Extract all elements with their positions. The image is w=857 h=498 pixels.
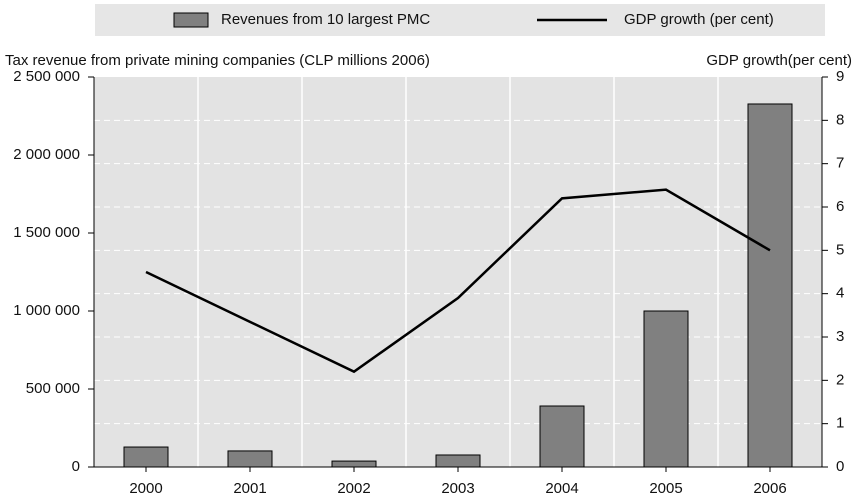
y-tick-label: 500 000	[26, 380, 80, 397]
y-tick-label: 0	[72, 458, 80, 475]
y2-tick-label: 6	[836, 198, 844, 215]
bar	[331, 460, 377, 468]
y2-tick-label: 3	[836, 328, 844, 345]
bar	[435, 454, 481, 468]
y-tick-label: 2 500 000	[13, 68, 80, 85]
x-tick-label: 2003	[441, 480, 474, 497]
legend-swatch	[173, 12, 209, 28]
y2-tick-label: 1	[836, 415, 844, 432]
x-tick-label: 2005	[649, 480, 682, 497]
y2-axis-title: GDP growth(per cent)	[706, 52, 852, 69]
y2-tick-label: 0	[836, 458, 844, 475]
line	[145, 188, 771, 374]
y-tick-label: 1 500 000	[13, 224, 80, 241]
legend-label: Revenues from 10 largest PMC	[221, 11, 430, 28]
bar	[747, 103, 793, 468]
x-tick-label: 2006	[753, 480, 786, 497]
y2-tick-label: 7	[836, 155, 844, 172]
bar	[123, 446, 169, 468]
bar	[227, 450, 273, 468]
plot-background	[94, 77, 822, 467]
x-tick-label: 2002	[337, 480, 370, 497]
y-tick-label: 1 000 000	[13, 302, 80, 319]
bar	[539, 405, 585, 468]
y2-tick-label: 8	[836, 111, 844, 128]
x-tick-label: 2000	[129, 480, 162, 497]
y2-tick-label: 4	[836, 285, 844, 302]
y2-tick-label: 9	[836, 68, 844, 85]
y-tick-label: 2 000 000	[13, 146, 80, 163]
y2-tick-label: 2	[836, 371, 844, 388]
legend-background	[95, 4, 825, 36]
y-axis-title: Tax revenue from private mining companie…	[5, 52, 430, 69]
x-tick-label: 2004	[545, 480, 578, 497]
legend-label: GDP growth (per cent)	[624, 11, 774, 28]
x-tick-label: 2001	[233, 480, 266, 497]
y2-tick-label: 5	[836, 241, 844, 258]
bar	[643, 310, 689, 468]
